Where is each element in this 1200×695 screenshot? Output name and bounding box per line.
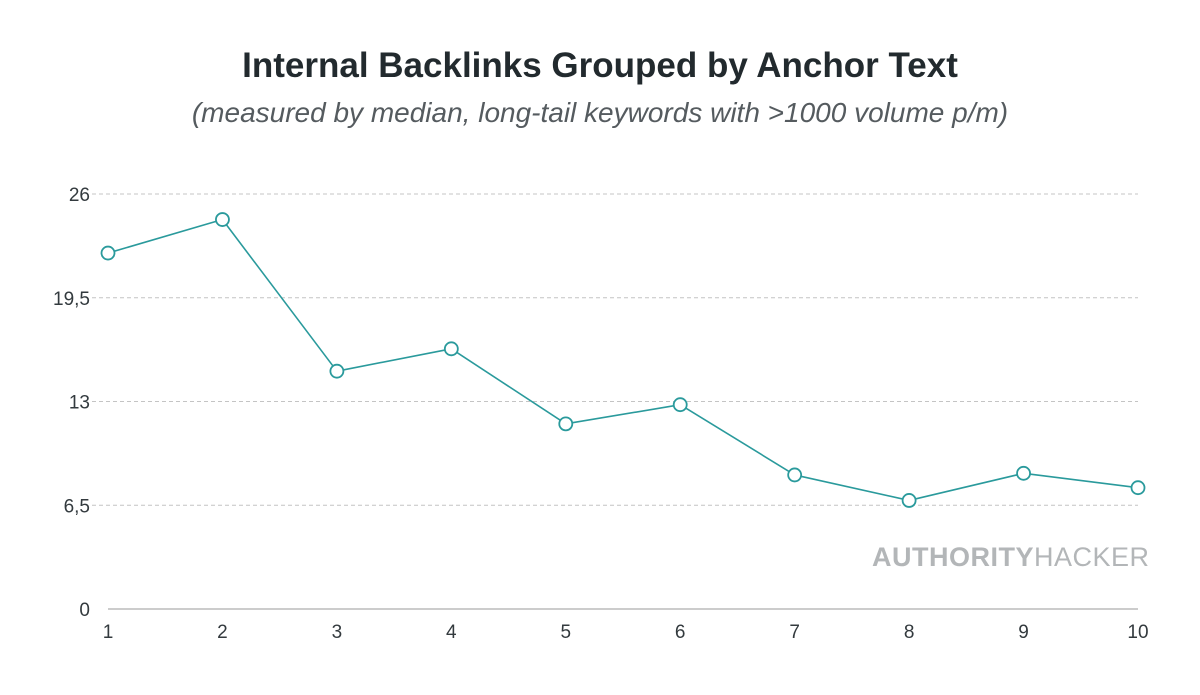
data-point (901, 493, 917, 508)
x-tick-label: 6 (675, 622, 686, 643)
logo-bold-text: AUTHORITY (872, 542, 1034, 572)
y-tick-label: 13 (69, 393, 90, 414)
y-tick-label: 26 (69, 185, 90, 206)
logo-regular-text: HACKER (1034, 542, 1150, 572)
x-tick-label: 8 (904, 622, 915, 643)
data-point (1016, 465, 1031, 481)
y-tick-label: 19,5 (53, 289, 90, 310)
data-point (672, 397, 688, 413)
data-point (100, 245, 116, 261)
series-line (107, 218, 1139, 502)
data-point (443, 341, 459, 357)
x-tick-label: 7 (789, 622, 800, 643)
data-point (215, 212, 230, 227)
chart-title: Internal Backlinks Grouped by Anchor Tex… (242, 46, 958, 85)
x-tick-label: 9 (1018, 622, 1029, 643)
x-tick-label: 3 (332, 622, 343, 643)
chart-subtitle: (measured by median, long-tail keywords … (191, 97, 1009, 128)
x-tick-label: 2 (217, 622, 228, 643)
x-tick-label: 10 (1127, 622, 1148, 643)
y-tick-label: 6,5 (64, 496, 90, 517)
x-tick-label: 1 (103, 622, 114, 643)
x-tick-label: 4 (446, 622, 457, 643)
authority-hacker-logo: AUTHORITYHACKER (872, 542, 1150, 573)
y-tick-label: 0 (79, 600, 90, 621)
data-point (329, 363, 345, 379)
data-point (1130, 480, 1146, 496)
data-point (787, 467, 803, 483)
data-point (558, 416, 574, 432)
x-tick-label: 5 (560, 622, 571, 643)
